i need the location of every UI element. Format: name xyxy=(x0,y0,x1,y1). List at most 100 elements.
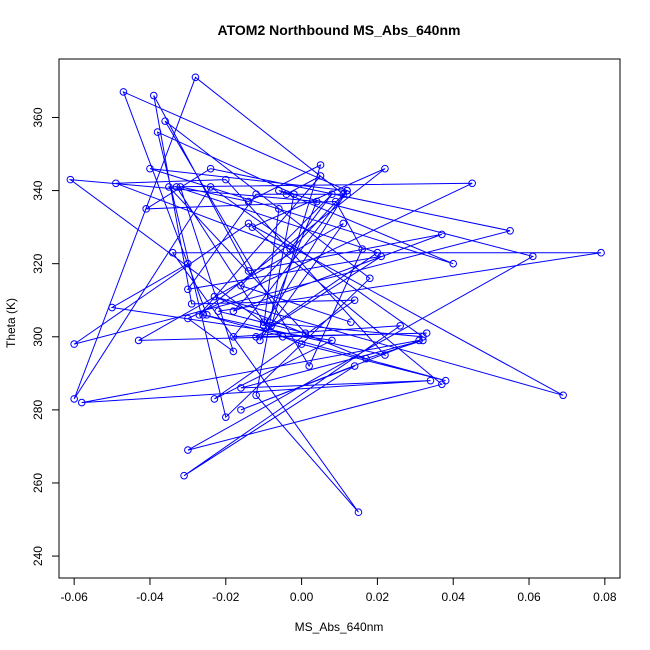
data-point xyxy=(297,340,306,348)
data-point xyxy=(316,172,325,180)
data-point xyxy=(184,446,192,454)
data-point xyxy=(286,245,295,253)
data-point xyxy=(275,205,283,213)
data-point xyxy=(161,117,169,125)
data-point xyxy=(267,322,276,330)
x-axis-label: MS_Abs_640nm xyxy=(295,620,384,634)
x-tick-label: 0.06 xyxy=(517,590,541,604)
data-point xyxy=(237,281,245,290)
data-point xyxy=(70,340,78,348)
data-point xyxy=(328,336,336,345)
data-point xyxy=(358,245,367,253)
x-tick-label: 0.04 xyxy=(442,590,466,604)
data-point xyxy=(316,161,325,169)
data-point xyxy=(184,285,192,294)
y-tick-label: 300 xyxy=(31,326,45,346)
series-line xyxy=(68,76,602,513)
data-point xyxy=(275,186,283,195)
data-point xyxy=(165,183,173,191)
data-point xyxy=(331,197,340,206)
y-axis-label: Theta (K) xyxy=(4,298,18,348)
data-point xyxy=(187,300,196,308)
x-axis: -0.06 -0.04 -0.02 0.00 0.02 0.04 0.06 0.08 xyxy=(60,577,617,604)
data-point xyxy=(529,252,537,261)
data-point xyxy=(180,471,188,480)
data-point xyxy=(305,362,313,370)
x-tick-label: 0.08 xyxy=(593,590,617,604)
data-point xyxy=(597,248,605,257)
data-point xyxy=(191,73,200,82)
data-point xyxy=(381,164,389,173)
data-point xyxy=(77,398,86,407)
data-point xyxy=(244,267,253,275)
data-point xyxy=(176,183,185,191)
data-point xyxy=(282,190,291,199)
data-point xyxy=(184,259,192,268)
data-point xyxy=(184,314,192,323)
y-axis: 240 260 280 300 320 340 360 xyxy=(31,107,60,566)
y-tick-label: 340 xyxy=(31,180,45,200)
data-point xyxy=(237,384,245,392)
data-point xyxy=(248,223,257,231)
data-point xyxy=(206,164,215,173)
data-point xyxy=(362,354,370,363)
data-point xyxy=(278,332,287,341)
data-point xyxy=(377,252,385,261)
chart-title: ATOM2 Northbound MS_Abs_640nm xyxy=(218,22,461,38)
data-point xyxy=(312,197,321,206)
data-point xyxy=(229,347,238,356)
data-point xyxy=(210,292,219,301)
data-point xyxy=(244,197,253,206)
data-point xyxy=(256,336,264,345)
data-point xyxy=(66,175,75,184)
data-point xyxy=(506,226,514,235)
data-point xyxy=(415,336,423,345)
data-point xyxy=(206,183,215,191)
data-point xyxy=(142,205,150,213)
data-point xyxy=(381,351,389,359)
data-point xyxy=(221,413,230,421)
y-tick-label: 240 xyxy=(31,546,45,566)
y-tick-label: 320 xyxy=(31,253,45,273)
data-point xyxy=(203,311,211,319)
data-point xyxy=(339,219,348,228)
data-point xyxy=(422,329,431,337)
data-point xyxy=(195,311,204,319)
data-point xyxy=(252,391,260,400)
data-point xyxy=(134,336,143,345)
data-point xyxy=(210,395,219,403)
data-point xyxy=(441,376,450,385)
data-point xyxy=(214,307,223,315)
data-point xyxy=(259,318,268,326)
data-point xyxy=(153,128,162,136)
data-point xyxy=(328,190,336,199)
data-point xyxy=(343,186,351,195)
data-point xyxy=(146,164,154,173)
data-point xyxy=(426,376,435,385)
data-point xyxy=(259,322,268,330)
data-point xyxy=(70,395,78,403)
x-tick-label: -0.04 xyxy=(136,590,164,604)
data-point xyxy=(149,91,158,100)
data-point xyxy=(350,296,359,305)
data-point xyxy=(229,307,238,315)
data-point xyxy=(301,329,310,337)
data-point xyxy=(172,183,181,191)
data-point xyxy=(119,88,128,96)
data-point xyxy=(221,175,230,184)
data-point xyxy=(347,318,355,326)
x-tick-label: -0.06 xyxy=(60,590,88,604)
x-tick-label: 0.00 xyxy=(290,590,314,604)
series-layer xyxy=(66,73,605,517)
data-point xyxy=(449,259,458,268)
data-point xyxy=(199,311,207,319)
x-tick-label: 0.02 xyxy=(366,590,390,604)
data-point xyxy=(108,303,116,312)
data-point xyxy=(438,230,446,239)
data-point xyxy=(237,406,245,414)
data-point xyxy=(252,190,260,199)
data-point xyxy=(343,190,351,199)
x-tick-label: -0.02 xyxy=(212,590,240,604)
